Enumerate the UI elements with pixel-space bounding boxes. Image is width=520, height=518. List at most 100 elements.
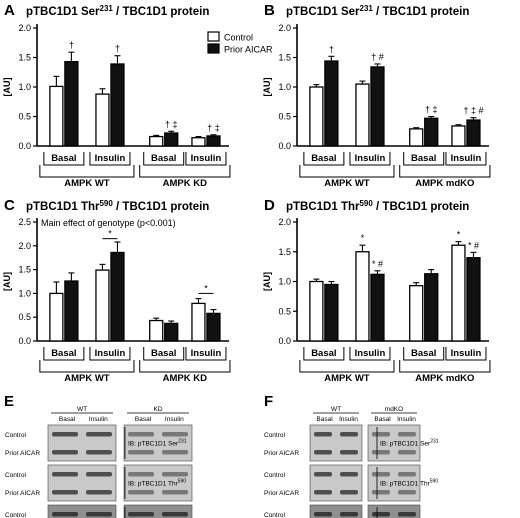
legend-swatch bbox=[207, 43, 220, 54]
significance-mark: † # bbox=[371, 52, 384, 62]
significance-mark: † ‡ bbox=[207, 123, 220, 133]
panel-title-superscript: 590 bbox=[99, 199, 113, 208]
significance-mark: † bbox=[115, 44, 120, 54]
y-tick-label: 1.0 bbox=[18, 288, 31, 298]
bar-aicar bbox=[324, 283, 339, 342]
blot-ib-label: IB: pTBC1D1 Ser231 bbox=[380, 439, 439, 448]
blot-membrane bbox=[309, 464, 363, 502]
blot-band bbox=[162, 432, 188, 437]
blot-ib-text: IB: pTBC1D1 Ser bbox=[380, 441, 431, 448]
blot-panel-f: F WT mdKO Basal Insulin Basal Insulin Control Pr… bbox=[264, 393, 439, 518]
blot-membrane bbox=[123, 464, 193, 502]
blot-lane-label: Insulin bbox=[397, 416, 416, 423]
group-label: AMPK WT bbox=[64, 178, 110, 189]
category-label: Insulin bbox=[451, 348, 482, 359]
panel-title-main: pTBC1D1 Ser bbox=[26, 6, 100, 18]
bar-control bbox=[451, 244, 466, 342]
blot-ib-superscript: 590 bbox=[178, 479, 187, 485]
blot-ib-superscript: 231 bbox=[430, 439, 439, 445]
blot-lane-label: Basal bbox=[374, 416, 391, 423]
category-bracket bbox=[185, 347, 227, 361]
category-label: Basal bbox=[411, 348, 436, 359]
panel-letter: A bbox=[4, 2, 15, 19]
panel-letter: E bbox=[4, 393, 14, 410]
category-bracket bbox=[143, 347, 185, 361]
blot-band bbox=[162, 450, 188, 455]
category-bracket bbox=[445, 347, 487, 361]
category-bracket bbox=[43, 152, 85, 166]
blot-band bbox=[52, 490, 78, 495]
y-tick-label: 1.0 bbox=[278, 82, 291, 92]
bar-control bbox=[309, 280, 324, 342]
blot-band bbox=[372, 472, 390, 477]
blot-band bbox=[398, 512, 416, 517]
panel-letter: B bbox=[264, 2, 275, 19]
y-tick-label: 1.5 bbox=[278, 247, 291, 257]
blot-band bbox=[52, 512, 78, 517]
y-tick-label: 0.0 bbox=[278, 141, 291, 151]
category-bracket bbox=[43, 347, 85, 361]
panel-letter: C bbox=[4, 197, 15, 214]
y-tick-label: 2.0 bbox=[18, 23, 31, 33]
blot-row-label: Control bbox=[264, 472, 286, 479]
y-tick-label: 1.5 bbox=[18, 265, 31, 275]
bar-control bbox=[191, 137, 206, 147]
blot-lane-label: Insulin bbox=[89, 416, 108, 423]
legend-label: Control bbox=[224, 33, 253, 43]
blot-ib-label: IB: pTBC1D1 Thr590 bbox=[380, 479, 438, 488]
significance-mark: * bbox=[457, 230, 461, 240]
bar-aicar bbox=[370, 66, 385, 147]
y-tick-label: 0.0 bbox=[278, 336, 291, 346]
category-label: Insulin bbox=[355, 153, 386, 164]
bar-aicar bbox=[466, 119, 481, 147]
blot-band bbox=[86, 472, 112, 477]
blot-group-label: mdKO bbox=[385, 406, 403, 413]
group-bracket bbox=[139, 360, 231, 373]
blot-band bbox=[314, 432, 332, 437]
group-bracket bbox=[299, 165, 395, 178]
bar-control bbox=[95, 269, 110, 342]
y-axis-label: [AU] bbox=[262, 78, 272, 97]
panel-letter: D bbox=[264, 197, 275, 214]
bar-aicar bbox=[424, 273, 439, 342]
group-bracket bbox=[39, 165, 135, 178]
category-bracket bbox=[185, 152, 227, 166]
category-bracket bbox=[303, 347, 345, 361]
bar-aicar bbox=[164, 132, 179, 147]
panel-title-tail: / TBC1D1 protein bbox=[113, 6, 209, 18]
significance-mark: † ‡ bbox=[165, 119, 178, 129]
category-label: Basal bbox=[411, 153, 436, 164]
group-label: AMPK KD bbox=[163, 373, 207, 384]
category-bracket bbox=[349, 347, 391, 361]
category-label: Basal bbox=[151, 348, 176, 359]
blot-membrane bbox=[123, 424, 193, 462]
blot-ib-text: IB: pTBC1D1 Thr bbox=[128, 481, 179, 488]
group-bracket bbox=[399, 165, 491, 178]
bar-aicar bbox=[110, 63, 125, 147]
category-bracket bbox=[403, 152, 445, 166]
blot-band bbox=[52, 472, 78, 477]
bar-aicar bbox=[206, 135, 221, 147]
blot-group-label: KD bbox=[153, 406, 162, 413]
panel-title: pTBC1D1 Thr590 / TBC1D1 protein bbox=[286, 199, 469, 213]
blot-lane-label: Basal bbox=[135, 416, 152, 423]
blot-band bbox=[314, 512, 332, 517]
group-bracket bbox=[399, 360, 491, 373]
category-label: Basal bbox=[151, 153, 176, 164]
bar-control bbox=[149, 319, 164, 342]
blot-row-label: Control bbox=[5, 432, 27, 439]
y-tick-label: 1.5 bbox=[18, 53, 31, 63]
blot-band bbox=[162, 490, 188, 495]
blot-band bbox=[340, 512, 358, 517]
y-tick-label: 1.0 bbox=[278, 277, 291, 287]
blot-band bbox=[128, 450, 154, 455]
blot-row-label: Prior AICAR bbox=[264, 490, 299, 497]
bar-control bbox=[451, 125, 466, 147]
bar-aicar bbox=[324, 60, 339, 147]
significance-mark: * bbox=[108, 229, 112, 239]
category-bracket bbox=[143, 152, 185, 166]
significance-mark: * # bbox=[468, 240, 479, 250]
blot-band bbox=[86, 490, 112, 495]
